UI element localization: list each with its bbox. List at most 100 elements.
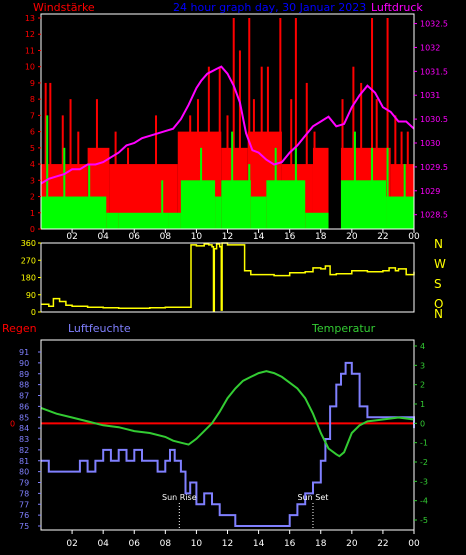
humidity-tick-label: 89 — [19, 370, 29, 379]
left-tick-label: 7 — [30, 111, 35, 120]
humidity-tick-label: 91 — [19, 348, 29, 357]
wind-avg-bar — [221, 180, 251, 229]
x-tick-label: 12 — [222, 539, 233, 549]
wind-avg-bar — [106, 212, 119, 229]
temp-tick-label: -2 — [420, 458, 428, 467]
x-tick-label: 06 — [129, 232, 141, 242]
sun-set-label: Sun Set — [298, 493, 329, 502]
x-tick-label: 20 — [346, 232, 358, 242]
wind-avg-bar — [41, 196, 107, 229]
wind-gust-peak — [49, 82, 52, 229]
x-tick-label: 00 — [408, 232, 420, 242]
wind-gust-peak — [360, 82, 363, 229]
x-tick-label: 12 — [222, 232, 233, 242]
temp-tick-label: 3 — [420, 361, 425, 370]
x-tick-label: 06 — [129, 539, 141, 549]
wind-gust-peak — [189, 115, 192, 229]
wind-avg-peak — [274, 147, 277, 229]
chart-title: 24 hour graph day, 30 Januar 2023 — [173, 1, 366, 14]
wind-avg-bar — [340, 180, 387, 229]
humidity-tick-label: 90 — [19, 359, 29, 368]
temperature-line — [40, 370, 415, 458]
right-tick-label: 1032 — [420, 43, 440, 52]
wind-gust-peak — [352, 66, 355, 229]
temp-tick-label: 1 — [420, 400, 425, 409]
wind-direction-panel: 0 90 180 270 360 — [21, 239, 415, 317]
humidity-tick-label: 81 — [19, 457, 29, 466]
left-tick-label: 12 — [25, 30, 35, 39]
wind-direction-line — [41, 242, 415, 312]
wind-avg-bar — [168, 212, 181, 229]
windstaerke-label: Windstärke — [33, 1, 95, 14]
x-tick-label: 16 — [284, 539, 296, 549]
wind-gust-bar — [312, 147, 329, 229]
right-tick-label: 1030 — [420, 139, 440, 148]
left-tick-label: 5 — [30, 144, 35, 153]
wind-avg-peak — [371, 147, 374, 229]
compass-n-top: N — [434, 237, 443, 251]
wind-gust-peak — [69, 99, 72, 230]
wind-gust-peak — [127, 147, 130, 229]
right-tick-label: 1031.5 — [420, 67, 448, 76]
x-tick-label: 16 — [284, 232, 296, 242]
x-tick-label: 02 — [66, 539, 77, 549]
left-tick-label: 1 — [30, 209, 35, 218]
wind-avg-peak — [231, 131, 234, 229]
x-tick-label: 18 — [315, 232, 327, 242]
x-tick-label: 14 — [253, 232, 265, 242]
wind-gust-peak — [252, 99, 255, 230]
temp-tick-label: 0 — [420, 419, 425, 428]
temp-tick-label: -4 — [420, 497, 428, 506]
temp-tick-label: -3 — [420, 477, 428, 486]
temp-tick-label: 4 — [420, 342, 425, 351]
x-tick-label: 02 — [66, 232, 77, 242]
compass-letters: N W S O N — [434, 237, 446, 321]
wind-avg-peak — [88, 164, 91, 229]
wind-gust-peak — [400, 131, 403, 229]
wind-avg-peak — [248, 164, 251, 229]
humidity-line — [41, 361, 415, 527]
x-tick-label: 04 — [97, 232, 109, 242]
wind-gust-peak — [290, 99, 293, 230]
x-tick-label: 14 — [253, 539, 265, 549]
wind-avg-bar — [118, 212, 169, 229]
wind-gust-peak — [406, 131, 409, 229]
x-tick-label: 22 — [377, 232, 388, 242]
wind-gust-peak — [196, 99, 199, 230]
dir-tick-label: 90 — [26, 291, 36, 300]
wind-avg-bar — [250, 196, 267, 229]
right-tick-label: 1028.5 — [420, 211, 448, 220]
rain-level-label: 0 — [10, 419, 15, 428]
sun-rise-label: Sun Rise — [162, 493, 197, 502]
humidity-tick-label: 80 — [19, 468, 29, 477]
humidity-tick-label: 84 — [19, 424, 29, 433]
wind-pressure-panel: 0123456789101112131028.510291029.5103010… — [25, 13, 448, 242]
wind-gust-peak — [375, 99, 378, 230]
panel2-frame — [40, 242, 415, 313]
humidity-tick-label: 76 — [19, 511, 29, 520]
x-tick-label: 08 — [160, 232, 172, 242]
x-tick-label: 08 — [160, 539, 172, 549]
temp-tick-label: -5 — [420, 516, 428, 525]
humidity-tick-label: 82 — [19, 446, 29, 455]
wind-gust-peak — [218, 66, 221, 229]
wind-gust-peak — [226, 115, 229, 229]
wind-gust-peak — [394, 115, 397, 229]
wind-gust-peak — [238, 50, 241, 229]
left-tick-label: 13 — [25, 14, 35, 23]
dir-tick-label: 270 — [21, 256, 36, 265]
panel3-frame — [40, 339, 415, 531]
humidity-tick-label: 85 — [19, 413, 29, 422]
wind-gust-peak — [232, 18, 235, 229]
wind-avg-bar — [266, 180, 306, 229]
wind-avg-peak — [353, 131, 356, 229]
left-tick-label: 0 — [30, 225, 35, 234]
wind-avg-peak — [386, 147, 389, 229]
right-tick-label: 1029.5 — [420, 163, 448, 172]
humidity-tick-label: 83 — [19, 435, 29, 444]
luftfeuchte-label: Luftfeuchte — [68, 322, 131, 335]
wind-gust-peak — [44, 82, 47, 229]
left-tick-label: 2 — [30, 193, 35, 202]
